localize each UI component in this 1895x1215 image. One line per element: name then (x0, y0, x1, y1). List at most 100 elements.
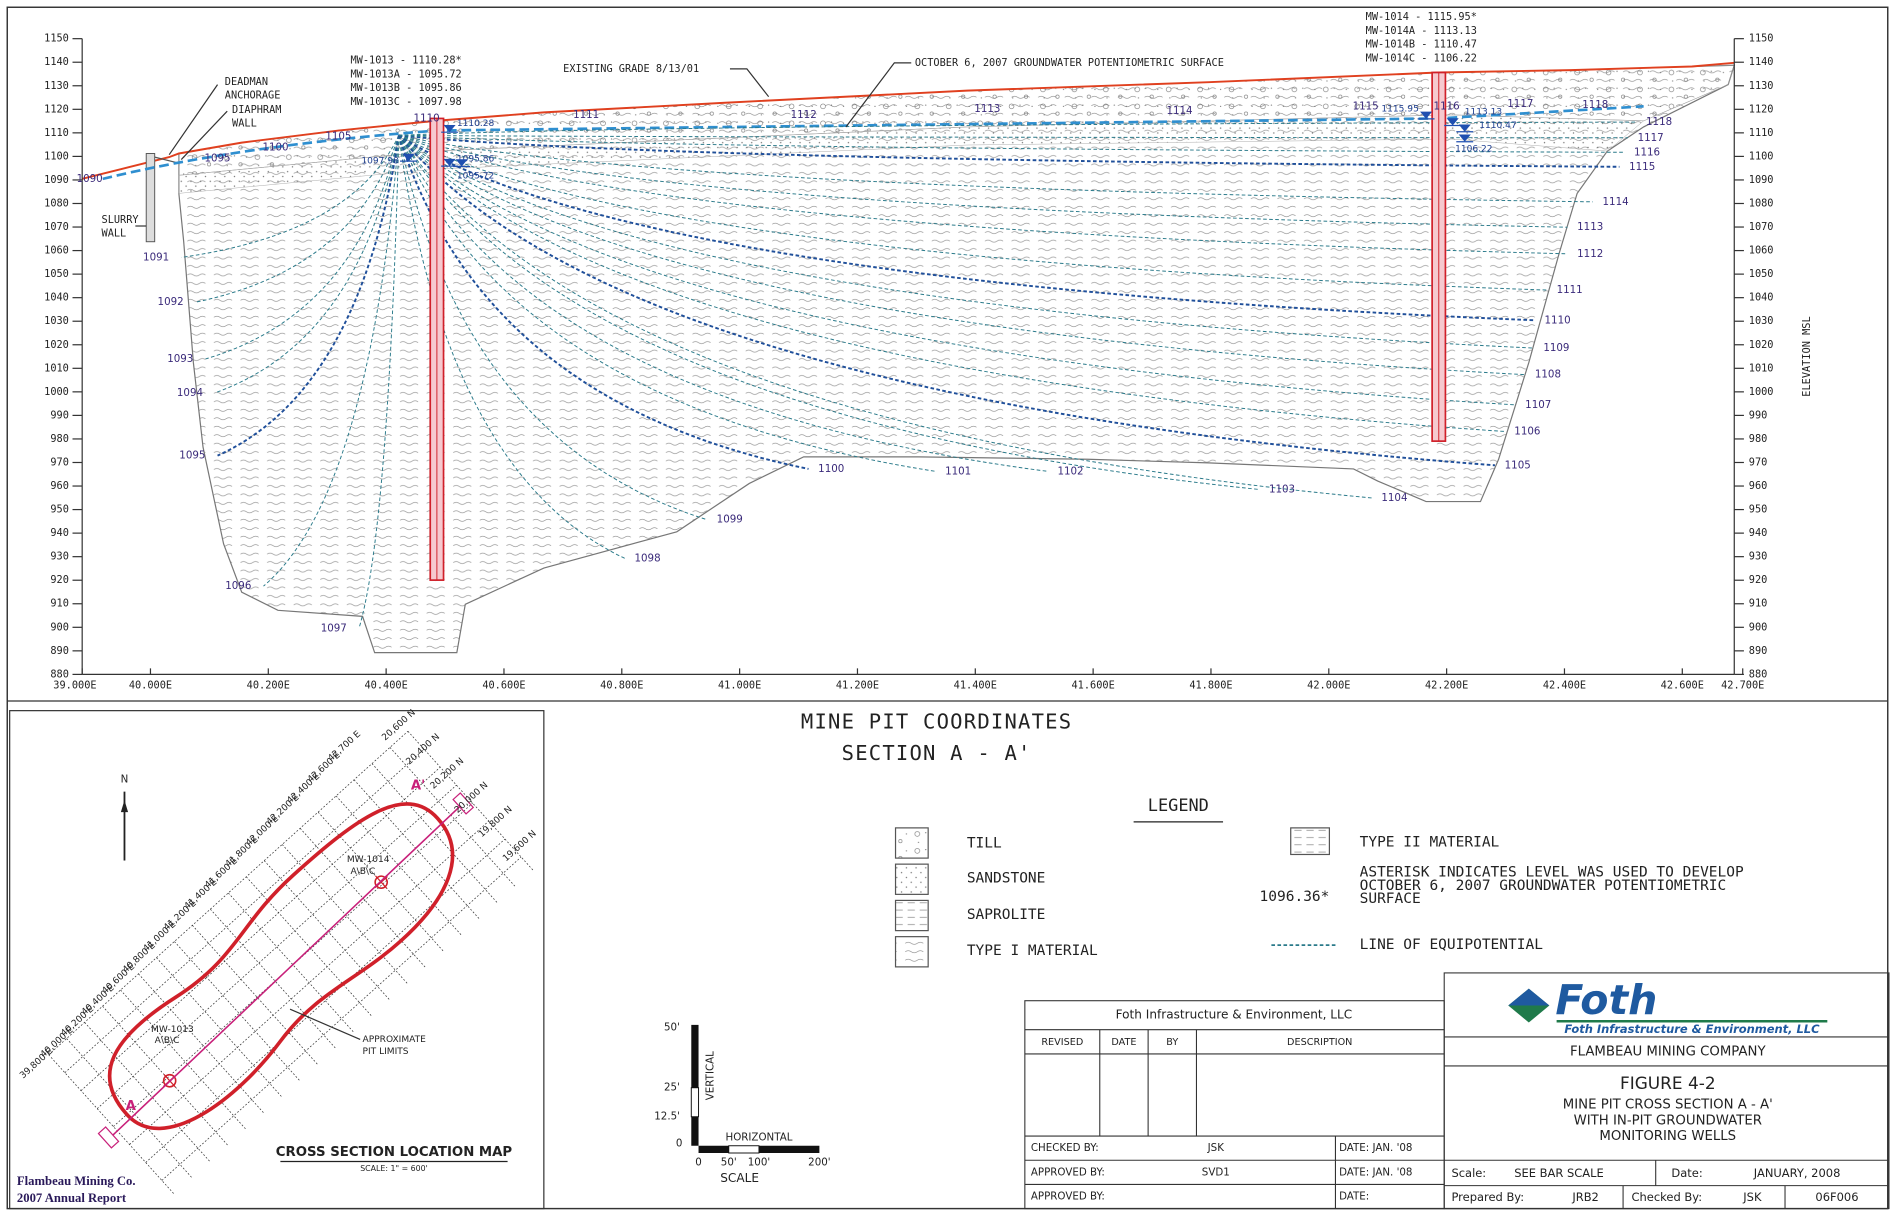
y-tick-label: 1030 (1749, 315, 1774, 327)
y-tick-label: 920 (1749, 574, 1768, 586)
y-tick-label: 1070 (44, 221, 69, 233)
y-tick-label: 990 (1749, 409, 1768, 421)
y-tick-label: 1000 (44, 386, 69, 398)
approval-date: DATE: JAN. '08 (1339, 1166, 1412, 1178)
map-label: A\B\C (350, 867, 375, 877)
y-tick-label: 1120 (44, 103, 69, 115)
scale-segment (729, 1146, 759, 1153)
y-tick-label: 1090 (1749, 174, 1774, 186)
revision-header: DESCRIPTION (1287, 1037, 1352, 1048)
y-tick-label: 1070 (1749, 221, 1774, 233)
note: DEADMAN (225, 76, 268, 88)
y-tick-label: 1020 (1749, 339, 1774, 351)
y-tick-label: 890 (1749, 645, 1768, 657)
report-label: 2007 Annual Report (17, 1191, 127, 1205)
x-tick-label: 40.400E (364, 679, 407, 691)
contour-label: 1115 (1629, 161, 1655, 173)
surface-label: 1100 (262, 141, 288, 153)
y-tick-label: 970 (50, 456, 69, 468)
y-tick-label: 1040 (1749, 292, 1774, 304)
surface-label: 1105 (325, 131, 351, 143)
scale-segment (759, 1146, 819, 1153)
note: SLURRY (102, 214, 139, 226)
y-tick-label: 1010 (44, 362, 69, 374)
contour-label: 1110 (1545, 314, 1571, 326)
approval-date: DATE: JAN. '08 (1339, 1142, 1412, 1154)
y-tick-label: 1050 (1749, 268, 1774, 280)
field-label: Prepared By: (1451, 1190, 1524, 1204)
map-label: A (126, 1099, 137, 1114)
contour-label: 1107 (1525, 399, 1551, 411)
y-tick-label: 980 (1749, 433, 1768, 445)
field-value: SEE BAR SCALE (1514, 1166, 1604, 1180)
revision-header: DATE (1111, 1037, 1136, 1048)
contour-label: 1091 (143, 251, 169, 263)
legend-item: SAPROLITE (967, 907, 1046, 923)
x-tick-label: 41.800E (1189, 679, 1232, 691)
x-tick-label: 39.000E (53, 679, 96, 691)
figure-title: MINE PIT CROSS SECTION A - A' (1563, 1098, 1773, 1113)
legend-title: LEGEND (1148, 795, 1209, 815)
level-label: 1106.22 (1455, 145, 1492, 155)
contour-label: 1097 (321, 622, 347, 634)
well-header: MW-1014A - 1113.13 (1366, 25, 1477, 37)
report-label: Flambeau Mining Co. (17, 1174, 136, 1188)
contour-label: 1102 (1057, 465, 1083, 477)
legend-item: 1096.36* (1260, 889, 1330, 905)
y-tick-label: 1130 (1749, 80, 1774, 92)
x-tick-label: 40.000E (129, 679, 172, 691)
note: DIAPHRAM (232, 104, 281, 116)
y-tick-label: 960 (1749, 480, 1768, 492)
surface-label: 1110 (414, 112, 440, 124)
note: WALL (232, 117, 257, 129)
map-title: CROSS SECTION LOCATION MAP (276, 1145, 513, 1160)
well-header: MW-1013A - 1095.72 (350, 68, 461, 80)
legend-item: TYPE I MATERIAL (967, 943, 1098, 959)
scale-segment (691, 1088, 698, 1117)
contour-label: 1103 (1269, 483, 1295, 495)
x-tick-label: 40.600E (482, 679, 525, 691)
well-header: MW-1014 - 1115.95* (1366, 11, 1477, 23)
y-tick-label: 1080 (44, 197, 69, 209)
contour-label: 1108 (1535, 369, 1561, 381)
contour-label: 1106 (1514, 425, 1540, 437)
x-tick-label: 42.200E (1425, 679, 1468, 691)
field-value: JANUARY, 2008 (1753, 1166, 1841, 1180)
contour-label: 1098 (634, 552, 660, 564)
map-label: A' (411, 779, 425, 794)
drawing-number: 06F006 (1815, 1190, 1858, 1204)
north-label: N (121, 774, 129, 786)
level-label: 1095.72 (457, 172, 494, 182)
y-tick-label: 1150 (44, 33, 69, 45)
y-tick-label: 950 (50, 504, 69, 516)
section-subtitle: SECTION A - A' (842, 741, 1032, 765)
swatch-type-i (896, 937, 929, 967)
approval-name: SVD1 (1202, 1166, 1230, 1178)
surface-label: 1114 (1166, 105, 1192, 117)
contour-label: 1096 (225, 580, 251, 592)
contour-label: 1090 (77, 173, 103, 185)
y-tick-label: 910 (50, 598, 69, 610)
contour-label: 1113 (1577, 221, 1603, 233)
drawing: 8808808908909009009109109209209309309409… (0, 0, 1895, 1215)
contour-label: 1111 (1557, 284, 1583, 296)
x-tick-label: 41.400E (954, 679, 997, 691)
y-tick-label: 940 (1749, 527, 1768, 539)
contour-label: 1093 (167, 353, 193, 365)
note: OCTOBER 6, 2007 GROUNDWATER POTENTIOMETR… (915, 57, 1224, 69)
note: WALL (102, 227, 127, 239)
y-tick-label: 1130 (44, 80, 69, 92)
approval-name: JSK (1207, 1142, 1225, 1154)
page: { "section": { "title": "MINE PIT COORDI… (0, 0, 1895, 1215)
y-tick-label: 1030 (44, 315, 69, 327)
x-tick-label: 42.600E (1661, 679, 1704, 691)
y-tick-label: 1010 (1749, 362, 1774, 374)
x-tick-label: 41.600E (1071, 679, 1114, 691)
surface-label: 1095 (204, 152, 230, 164)
approval-date: DATE: (1339, 1191, 1369, 1203)
surface-label: 1116 (1434, 100, 1460, 112)
scale-label: 0 (695, 1157, 702, 1169)
scale-label: HORIZONTAL (725, 1131, 792, 1143)
y-tick-label: 930 (50, 551, 69, 563)
contour-label: 1094 (177, 387, 203, 399)
